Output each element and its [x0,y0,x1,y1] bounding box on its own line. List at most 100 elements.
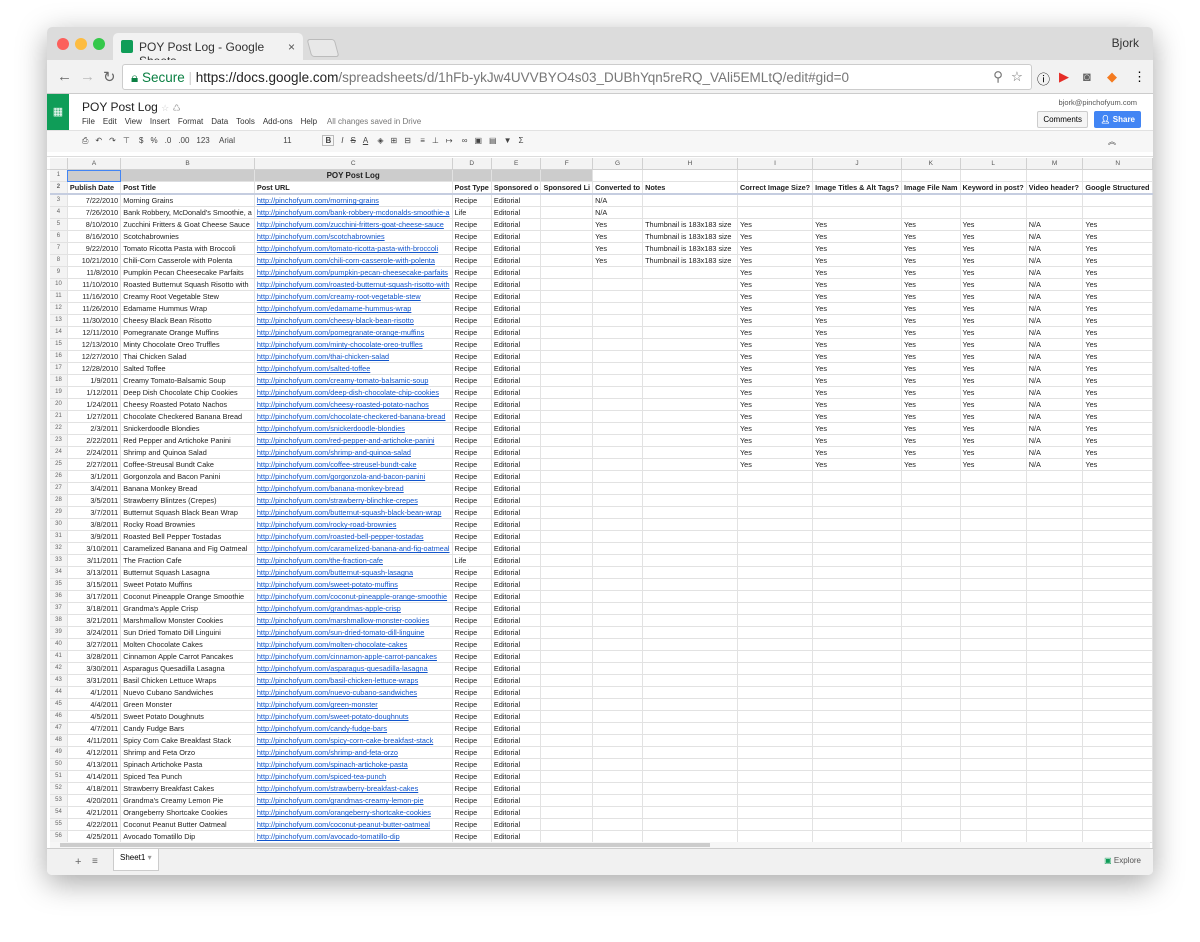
vertical-align-icon[interactable]: ⊥ [431,136,439,145]
cell[interactable]: Banana Monkey Bread [120,482,255,496]
cell[interactable]: Edamame Hummus Wrap [120,302,255,316]
cell[interactable]: Recipe [452,698,492,712]
cell[interactable] [592,590,644,604]
cell[interactable]: Thumbnail is 183x183 size [642,230,738,244]
cell[interactable]: Yes [737,362,814,376]
drive-folder-icon[interactable]: ♺ [172,103,181,113]
cell[interactable] [540,398,594,412]
cell[interactable] [592,650,644,664]
cell[interactable]: N/A [1026,350,1084,364]
cell[interactable] [960,470,1027,484]
borders-icon[interactable]: ⊞ [390,136,398,145]
cell[interactable]: Yes [1082,218,1153,232]
cell[interactable] [812,650,902,664]
cell[interactable]: Recipe [452,590,492,604]
undo-icon[interactable]: ↶ [95,136,103,145]
cell[interactable] [540,422,594,436]
post-url-link[interactable]: http://pinchofyum.com/scotchabrownies [254,230,453,244]
cell[interactable]: Thumbnail is 183x183 size [642,254,738,268]
cell[interactable]: Yes [1082,350,1153,364]
cell[interactable] [1026,758,1084,772]
cell[interactable] [540,206,594,220]
cell[interactable]: Yes [901,326,961,340]
cell[interactable]: Editorial [491,266,542,280]
cell[interactable] [812,518,902,532]
cell[interactable]: Recipe [452,266,492,280]
cell[interactable]: Yes [737,290,814,304]
cell[interactable]: Yes [960,374,1027,388]
document-title[interactable]: POY Post Log ☆ ♺ [82,100,181,114]
cell[interactable] [592,734,644,748]
cell[interactable] [592,434,644,448]
cell[interactable]: Yes [1082,338,1153,352]
cell[interactable] [737,686,814,700]
cell[interactable] [901,578,961,592]
cell[interactable] [737,734,814,748]
cell[interactable] [540,314,594,328]
cell[interactable] [812,614,902,628]
post-url-link[interactable]: http://pinchofyum.com/rocky-road-brownie… [254,518,453,532]
cell[interactable]: Yes [737,326,814,340]
post-url-link[interactable]: http://pinchofyum.com/snickerdoodle-blon… [254,422,453,436]
cell[interactable]: Editorial [491,494,542,508]
cell[interactable] [592,542,644,556]
cell[interactable]: Sun Dried Tomato Dill Linguini [120,626,255,640]
cell[interactable]: Recipe [452,458,492,472]
cell[interactable]: Recipe [452,506,492,520]
cell[interactable]: N/A [592,206,644,220]
cell[interactable] [737,722,814,736]
cell[interactable] [901,542,961,556]
cell[interactable]: Editorial [491,686,542,700]
cell[interactable] [540,674,594,688]
decrease-decimal-icon[interactable]: .0 [164,136,172,145]
cell[interactable]: Yes [1082,434,1153,448]
cell[interactable] [592,350,644,364]
cell[interactable]: Yes [1082,266,1153,280]
cell[interactable] [737,770,814,784]
cell[interactable] [812,758,902,772]
cell[interactable]: 3/8/2011 [67,518,122,532]
post-url-link[interactable]: http://pinchofyum.com/cheesy-roasted-pot… [254,398,453,412]
cell[interactable]: Roasted Butternut Squash Risotto with [120,278,255,292]
cell[interactable]: 3/21/2011 [67,614,122,628]
row-number[interactable]: 1 [50,169,68,183]
cell[interactable] [1082,806,1153,820]
cell[interactable]: 3/9/2011 [67,530,122,544]
cell[interactable] [540,746,594,760]
cell[interactable] [737,698,814,712]
cell[interactable] [540,362,594,376]
cell[interactable] [540,602,594,616]
cell[interactable] [642,530,738,544]
cell[interactable]: Recipe [452,410,492,424]
cell[interactable]: Yes [592,230,644,244]
font-size-dropdown[interactable]: 11 [283,136,292,145]
cell[interactable] [642,169,738,183]
cell[interactable] [901,530,961,544]
cell[interactable] [901,206,961,220]
browser-tab[interactable]: POY Post Log - Google Sheets × [113,33,303,68]
cell[interactable] [1082,530,1153,544]
menu-edit[interactable]: Edit [102,117,117,126]
strikethrough-icon[interactable]: S [350,136,356,145]
post-url-link[interactable]: http://pinchofyum.com/edamame-hummus-wra… [254,302,453,316]
cell[interactable] [642,578,738,592]
cell[interactable]: Yes [812,242,902,256]
comment-icon[interactable]: ▣ [474,136,483,145]
minimize-window-button[interactable] [75,38,87,50]
sheets-logo-icon[interactable]: ▦ [47,94,69,130]
cell[interactable]: 3/27/2011 [67,638,122,652]
cell[interactable]: Shrimp and Feta Orzo [120,746,255,760]
cell[interactable] [642,794,738,808]
cell[interactable] [642,518,738,532]
cell[interactable]: N/A [1026,422,1084,436]
row-number[interactable]: 16 [50,350,68,364]
cell[interactable] [540,338,594,352]
cell[interactable]: Sweet Potato Muffins [120,578,255,592]
cell[interactable]: Editorial [491,470,542,484]
cell[interactable]: Recipe [452,530,492,544]
cell[interactable] [812,710,902,724]
cell[interactable] [540,758,594,772]
column-header-f[interactable]: F [540,158,594,171]
cell[interactable]: 4/20/2011 [67,794,122,808]
cell[interactable] [642,626,738,640]
